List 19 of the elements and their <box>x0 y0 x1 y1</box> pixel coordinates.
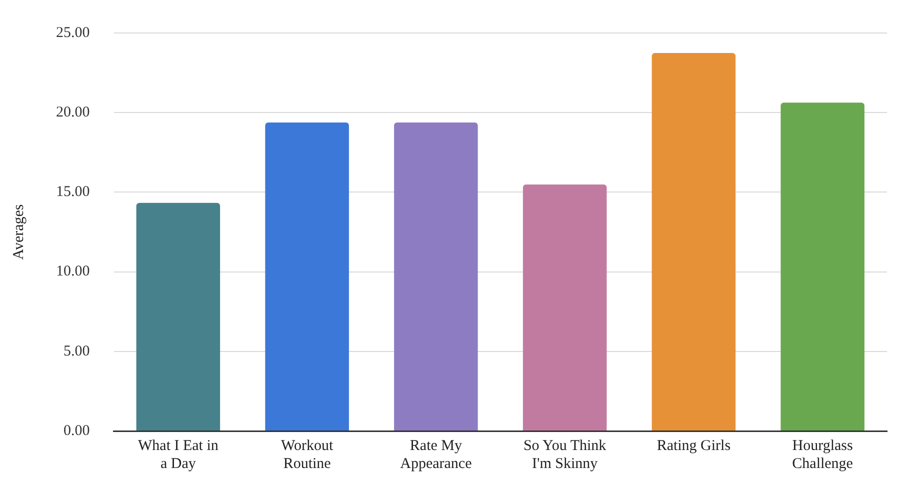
x-tick-label: Rate My Appearance <box>400 438 472 472</box>
y-axis-title: Averages <box>10 204 27 260</box>
bar <box>652 53 736 430</box>
x-tick-label: Rating Girls <box>656 438 731 454</box>
bar <box>265 122 349 430</box>
bar <box>394 122 478 430</box>
y-tick-label: 25.00 <box>56 24 90 41</box>
y-tick-label: 15.00 <box>56 184 90 200</box>
x-tick-label: Hourglass Challenge <box>792 438 854 472</box>
bar <box>780 102 864 430</box>
y-tick-label: 10.00 <box>56 264 90 280</box>
y-tick-label: 0.00 <box>64 422 90 439</box>
y-tick-label: 20.00 <box>56 104 90 121</box>
x-tick-label: What I Eat in a Day <box>138 438 219 472</box>
bar <box>522 184 607 430</box>
bar <box>136 202 220 430</box>
x-tick-label: Workout Routine <box>281 438 334 472</box>
y-tick-label: 5.00 <box>64 343 90 360</box>
x-tick-label: So You Think I'm Skinny <box>523 438 607 472</box>
